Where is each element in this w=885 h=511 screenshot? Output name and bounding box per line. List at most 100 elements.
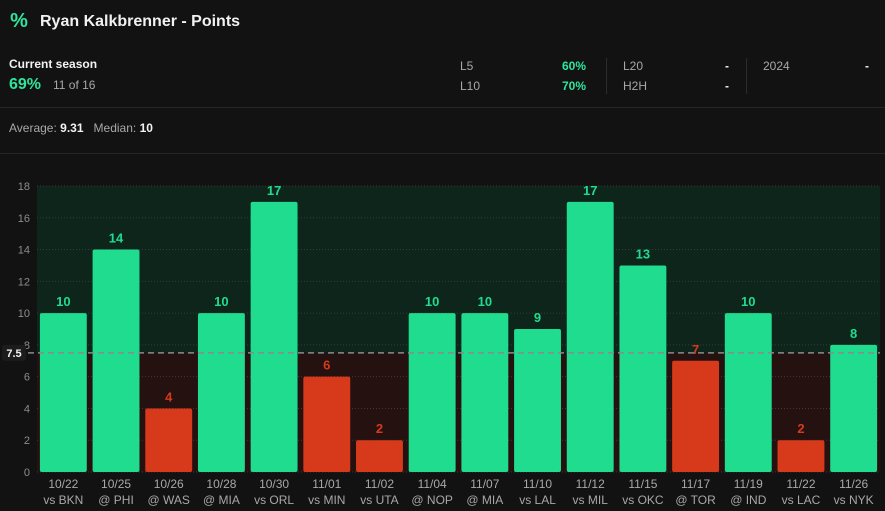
stats-divider — [606, 58, 607, 94]
bar — [250, 201, 298, 472]
y-tick-label: 2 — [24, 435, 30, 447]
median-label: Median: — [93, 121, 137, 135]
y-tick-label: 0 — [24, 467, 30, 479]
season-2024-value: - — [865, 59, 869, 73]
threshold-label: 7.5 — [6, 348, 21, 360]
bar-value-label: 10 — [741, 294, 755, 309]
bar — [566, 201, 614, 472]
y-tick-label: 10 — [18, 308, 30, 320]
bar-value-label: 2 — [797, 421, 804, 436]
bar-value-label: 14 — [109, 231, 124, 246]
current-season-pct: 69% — [9, 76, 42, 93]
x-tick-date: 11/07 — [470, 477, 499, 491]
bar — [303, 376, 351, 472]
y-tick-label: 4 — [24, 403, 30, 415]
divider — [0, 107, 885, 108]
x-tick-opponent: @ MIA — [203, 493, 240, 507]
bar-value-label: 17 — [583, 183, 597, 198]
y-tick-label: 18 — [18, 181, 30, 193]
current-season-label: Current season — [9, 57, 98, 71]
bar-value-label: 6 — [323, 358, 330, 373]
median-value: 10 — [139, 121, 153, 135]
x-tick-date: 11/17 — [681, 477, 710, 491]
bar — [92, 249, 140, 472]
bar — [830, 344, 878, 472]
bar — [777, 440, 825, 472]
y-tick-label: 12 — [18, 276, 30, 288]
bar-value-label: 4 — [165, 389, 173, 404]
average-label: Average: — [9, 121, 57, 135]
bar — [145, 408, 193, 472]
x-tick-date: 11/02 — [365, 477, 394, 491]
x-tick-opponent: vs MIL — [573, 493, 609, 507]
bar — [356, 440, 403, 472]
bar-value-label: 10 — [214, 294, 228, 309]
stats-divider — [746, 58, 747, 94]
bar-value-label: 10 — [56, 294, 70, 309]
x-tick-opponent: vs UTA — [360, 493, 398, 507]
page-title: Ryan Kalkbrenner - Points — [40, 12, 241, 30]
x-tick-opponent: vs BKN — [43, 493, 83, 507]
bar-value-label: 13 — [636, 246, 650, 261]
x-tick-date: 11/19 — [734, 477, 763, 491]
bar — [514, 329, 561, 472]
divider — [0, 153, 885, 154]
y-tick-label: 14 — [18, 245, 30, 257]
average-value: 9.31 — [60, 121, 84, 135]
x-tick-date: 10/26 — [154, 477, 184, 491]
x-tick-opponent: vs OKC — [622, 493, 664, 507]
l10-value: 70% — [562, 79, 587, 93]
bar — [197, 313, 245, 472]
x-tick-date: 10/28 — [206, 477, 236, 491]
bar-value-label: 17 — [267, 183, 281, 198]
bar-value-label: 7 — [692, 342, 699, 357]
points-bar-chart: 0 2 4 6 8 10 12 14 16 18 10 10/22 vs BKN 14 10/25 @ PHI… — [2, 181, 880, 507]
threshold-badge — [2, 344, 26, 361]
chart-header: % Ryan Kalkbrenner - Points — [10, 10, 240, 33]
x-tick-opponent: vs LAL — [519, 493, 556, 507]
x-tick-opponent: vs MIN — [308, 493, 345, 507]
bar — [461, 313, 509, 472]
x-tick-date: 11/26 — [839, 477, 868, 491]
bar — [408, 313, 456, 472]
bar — [619, 265, 667, 472]
l20-value: - — [725, 59, 729, 73]
y-tick-label: 16 — [18, 213, 30, 225]
l10-label: L10 — [460, 79, 481, 93]
x-tick-opponent: @ IND — [730, 493, 767, 507]
bar-value-label: 8 — [850, 326, 857, 341]
y-tick-label: 8 — [24, 340, 30, 352]
h2h-label: H2H — [623, 79, 648, 93]
bar-value-label: 9 — [534, 310, 541, 325]
x-tick-opponent: @ MIA — [466, 493, 503, 507]
x-tick-date: 11/22 — [786, 477, 815, 491]
bar-value-label: 2 — [376, 421, 383, 436]
bar — [39, 313, 87, 472]
x-tick-date: 10/30 — [259, 477, 289, 491]
x-tick-date: 11/04 — [418, 477, 447, 491]
x-tick-opponent: @ PHI — [98, 493, 134, 507]
x-tick-opponent: vs NYK — [834, 493, 874, 507]
l5-value: 60% — [562, 59, 587, 73]
x-tick-date: 11/01 — [312, 477, 341, 491]
season-2024-label: 2024 — [763, 59, 790, 73]
x-tick-opponent: vs LAC — [782, 493, 821, 507]
current-season-fraction: 11 of 16 — [53, 78, 96, 92]
l20-label: L20 — [623, 59, 644, 73]
bar — [672, 360, 720, 472]
x-tick-date: 10/25 — [101, 477, 131, 491]
percent-icon: % — [10, 10, 28, 32]
x-tick-date: 11/10 — [523, 477, 552, 491]
bar — [724, 313, 772, 472]
x-tick-date: 11/12 — [576, 477, 605, 491]
bar-value-label: 10 — [478, 294, 492, 309]
l5-label: L5 — [460, 59, 474, 73]
x-tick-opponent: @ NOP — [411, 493, 453, 507]
x-tick-opponent: @ WAS — [148, 493, 190, 507]
x-tick-date: 10/22 — [48, 477, 78, 491]
y-tick-label: 6 — [24, 372, 30, 384]
h2h-value: - — [725, 79, 729, 93]
x-tick-date: 11/15 — [628, 477, 657, 491]
bar-value-label: 10 — [425, 294, 439, 309]
averages-row: Average: 9.31 Median: 10 — [9, 121, 153, 135]
